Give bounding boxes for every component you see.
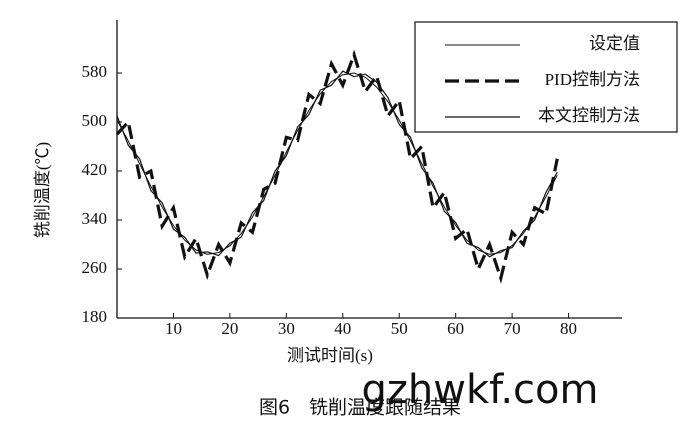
y-tick-label: 500 [82, 111, 108, 130]
x-tick-label: 80 [560, 319, 577, 338]
x-axis-label: 测试时间(s) [287, 346, 373, 365]
x-tick-label: 30 [278, 319, 295, 338]
legend-label: PID控制方法 [545, 70, 640, 89]
x-tick-label: 10 [165, 319, 182, 338]
caption: 图6 铣削温度跟随结果 [259, 397, 461, 419]
legend-label: 设定值 [589, 34, 640, 53]
y-tick-label: 420 [82, 160, 108, 179]
y-tick-label: 580 [82, 62, 108, 81]
y-tick-label: 260 [82, 258, 108, 277]
series-line [115, 49, 559, 284]
x-tick-label: 60 [447, 319, 464, 338]
x-tick-label: 40 [334, 319, 351, 338]
x-tick-label: 70 [504, 319, 521, 338]
y-tick-label: 180 [82, 307, 108, 326]
legend-box [414, 21, 678, 133]
y-axis-label: 铣削温度(℃) [33, 142, 52, 238]
y-tick-label: 340 [82, 209, 108, 228]
x-tick-label: 50 [391, 319, 408, 338]
legend-label: 本文控制方法 [538, 106, 640, 125]
x-tick-label: 20 [221, 319, 238, 338]
series-line [116, 70, 558, 258]
watermark: gzhwkf.com [362, 367, 599, 413]
